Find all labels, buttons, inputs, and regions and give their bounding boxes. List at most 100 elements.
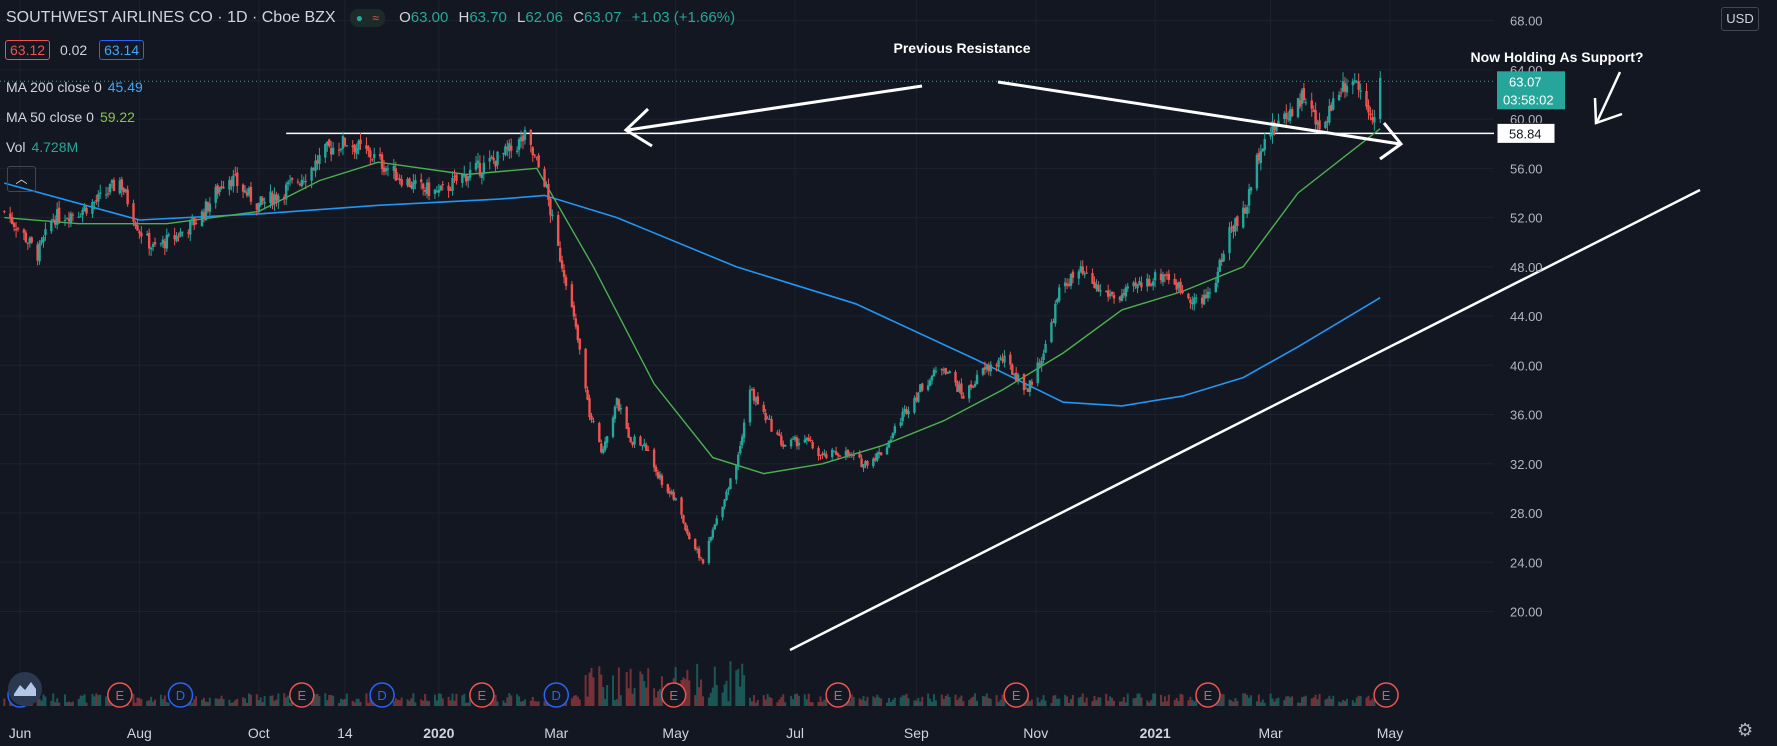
volume-bar xyxy=(246,702,249,706)
candle-body xyxy=(222,187,225,189)
candle-body xyxy=(1067,283,1071,286)
volume-bar xyxy=(312,696,315,706)
candle-body xyxy=(373,154,376,159)
candle-body xyxy=(858,453,861,458)
volume-bar xyxy=(658,689,661,706)
candle-body xyxy=(355,148,358,154)
volume-bar xyxy=(1275,698,1278,706)
candle-body xyxy=(1255,154,1259,189)
candle-body xyxy=(557,214,560,246)
candle-body xyxy=(324,144,327,158)
time-axis[interactable]: Jun Aug Oct 14 2020 Mar May Jul Sep Nov 2021 Mar May xyxy=(9,725,1404,741)
candle-body xyxy=(345,145,349,147)
volume-bar xyxy=(1056,698,1059,706)
ma200-legend[interactable]: MA 200 close 0 45.49 xyxy=(6,79,143,95)
candle-body xyxy=(1009,354,1012,365)
volume-bar xyxy=(919,701,922,706)
candle-body xyxy=(245,192,249,196)
symbol-title[interactable]: SOUTHWEST AIRLINES CO · 1D · Cboe BZX xyxy=(6,9,336,26)
y-tick-label: 52.00 xyxy=(1510,211,1543,226)
candle-body xyxy=(543,168,546,187)
volume-bar xyxy=(962,701,965,706)
volume-bar xyxy=(576,696,579,706)
volume-bar xyxy=(989,698,992,706)
candle-body xyxy=(1124,287,1127,297)
volume-bar xyxy=(283,693,286,706)
currency-button[interactable]: USD xyxy=(1721,7,1759,31)
candle-body xyxy=(69,213,73,224)
open-value: 63.00 xyxy=(410,9,449,26)
candle-body xyxy=(120,179,123,190)
volume-bar xyxy=(289,702,292,706)
candle-body xyxy=(175,235,178,242)
candle-body xyxy=(603,441,607,450)
candle-body xyxy=(958,384,961,392)
volume-bar xyxy=(257,700,260,706)
volume-bar xyxy=(1257,694,1260,706)
candle-body xyxy=(643,443,646,446)
volume-bar xyxy=(1255,701,1258,706)
volume-bar xyxy=(1154,693,1157,706)
candle-body xyxy=(983,367,987,370)
candle-body xyxy=(877,452,881,455)
status-dot-icon: ● xyxy=(355,11,363,26)
volume-bar xyxy=(1165,701,1168,706)
candle-body xyxy=(71,214,75,216)
candle-body xyxy=(766,418,769,420)
volume-bar xyxy=(997,702,1000,706)
volume-bar xyxy=(1138,693,1141,706)
candle-body xyxy=(216,185,219,194)
volume-bar xyxy=(148,700,151,706)
volume-bar xyxy=(165,702,168,706)
candle-body xyxy=(1195,297,1198,299)
volume-bar xyxy=(850,694,853,706)
candle-body xyxy=(641,445,644,447)
resistance-line[interactable] xyxy=(0,80,1494,135)
ask-price[interactable]: 63.14 xyxy=(99,40,145,60)
candle-body xyxy=(382,167,386,172)
ma50-legend[interactable]: MA 50 close 0 59.22 xyxy=(6,109,135,125)
candlesticks xyxy=(3,71,1382,565)
trend-drawings[interactable]: Previous Resistance Now Holding As Suppor… xyxy=(623,40,1701,652)
volume-bar xyxy=(1287,695,1290,706)
candle-body xyxy=(492,157,495,161)
candle-body xyxy=(478,163,482,176)
candle-body xyxy=(1202,294,1206,305)
annotation-holding-support: Now Holding As Support? xyxy=(1471,49,1644,65)
candle-body xyxy=(932,369,936,377)
candle-body xyxy=(846,449,850,456)
market-status-pill[interactable]: ● ≈ xyxy=(349,9,385,28)
candle-body xyxy=(234,174,237,176)
volume-bar xyxy=(735,670,738,706)
candle-body xyxy=(275,194,278,201)
bid-price[interactable]: 63.12 xyxy=(5,40,51,60)
volume-bar xyxy=(161,699,164,706)
volume-bar xyxy=(741,663,744,706)
ma200-path xyxy=(4,182,1381,407)
volume-bar xyxy=(944,695,947,706)
volume-bar xyxy=(1371,698,1374,706)
price-axis[interactable]: 20.00 24.00 28.00 32.00 36.00 40.00 44.00 48.00… xyxy=(1496,14,1565,620)
candle-body xyxy=(701,559,705,564)
gear-icon[interactable]: ⚙ xyxy=(1737,720,1754,740)
volume-bar xyxy=(627,688,630,706)
candle-body xyxy=(735,465,738,480)
candle-body xyxy=(218,187,221,193)
volume-bar xyxy=(269,695,272,706)
volume-bar xyxy=(167,702,170,706)
candle-body xyxy=(672,492,675,500)
chevron-up-icon[interactable]: ︿ xyxy=(7,166,36,192)
volume-bar xyxy=(1097,697,1100,706)
volume-bar xyxy=(590,667,593,706)
candle-body xyxy=(1036,362,1039,384)
volume-bar xyxy=(1353,702,1356,706)
volume-bar xyxy=(433,694,436,706)
tradingview-logo-icon[interactable] xyxy=(8,672,42,706)
volume-bar xyxy=(1150,700,1153,706)
candle-body xyxy=(590,415,593,420)
volume-bar xyxy=(1079,696,1082,706)
volume-legend[interactable]: Vol 4.728M xyxy=(6,139,78,155)
candle-body xyxy=(684,523,687,531)
candle-body xyxy=(173,235,176,240)
